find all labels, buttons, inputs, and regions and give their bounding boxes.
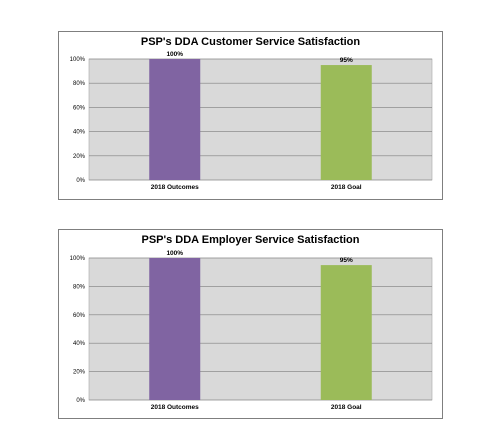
data-label: 100% [166,250,183,257]
bar [149,258,201,400]
plot-area [88,58,433,181]
chart-title: PSP's DDA Employer Service Satisfaction [141,234,360,246]
chart-svg: 0% 20% 40% 60% 80% 100% 100% 2018 Outcomes 95% 20… [70,250,433,411]
plot-area [88,257,433,401]
category-label: 2018 Outcomes [151,184,199,191]
y-tick-label: 20% [73,154,86,160]
category-label: 2018 Goal [331,184,362,191]
y-tick-label: 0% [76,398,85,404]
bar [320,265,372,400]
y-tick-label: 0% [76,178,85,184]
y-tick-label: 100% [70,256,86,262]
y-tick-label: 60% [73,313,86,319]
data-label: 100% [166,51,183,58]
y-tick-label: 100% [70,57,86,63]
data-label: 95% [340,57,353,64]
category-label: 2018 Outcomes [151,404,199,411]
y-tick-label: 20% [73,370,86,376]
data-label: 95% [340,257,353,264]
bar [320,65,372,180]
chart-svg: 0% 20% 40% 60% 80% 100% 100% 2018 Outcomes 95% 20… [70,51,433,191]
y-tick-label: 80% [73,284,86,290]
y-tick-label: 40% [73,341,86,347]
employer-satisfaction-chart: PSP's DDA Employer Service Satisfaction … [58,229,443,419]
chart-title: PSP's DDA Customer Service Satisfaction [140,36,361,48]
customer-satisfaction-chart: PSP's DDA Customer Service Satisfaction … [58,31,443,200]
y-tick-label: 80% [73,81,86,87]
y-tick-label: 40% [73,130,86,136]
category-label: 2018 Goal [331,404,362,411]
bar [149,59,201,180]
y-tick-label: 60% [73,105,86,111]
